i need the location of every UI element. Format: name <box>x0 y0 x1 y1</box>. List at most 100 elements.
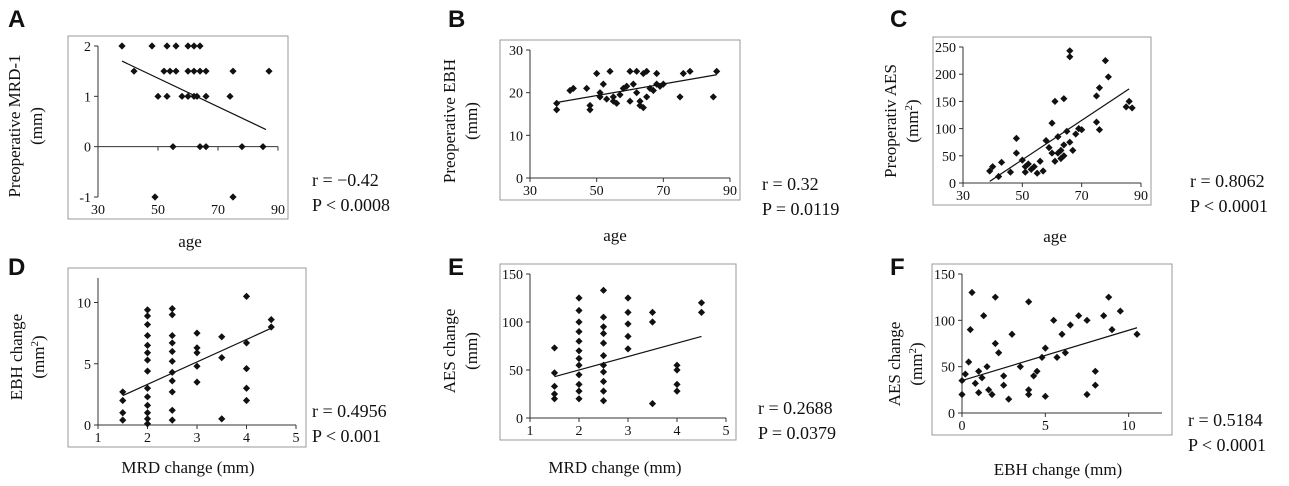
y-axis-label: AES change <box>440 309 459 394</box>
data-point <box>169 143 177 151</box>
panel-letter-d: D <box>8 254 25 281</box>
data-point <box>1108 326 1116 334</box>
data-point <box>190 67 198 75</box>
data-point <box>975 367 983 375</box>
data-point <box>995 349 1003 357</box>
data-point <box>143 384 152 392</box>
y-tick-label: 2 <box>84 40 91 55</box>
data-point <box>1100 312 1108 320</box>
data-point <box>1021 168 1029 176</box>
data-point <box>1133 330 1141 338</box>
y-axis-label: Preoperativ AES <box>881 64 900 178</box>
data-point <box>143 409 152 417</box>
data-point <box>995 172 1003 181</box>
y-tick-label: 0 <box>516 172 523 187</box>
p-value: P < 0.001 <box>312 426 381 446</box>
data-point <box>119 388 127 396</box>
data-point <box>218 333 226 341</box>
data-point <box>1101 57 1109 65</box>
data-point <box>624 345 632 353</box>
p-value: P < 0.0001 <box>1188 435 1266 455</box>
data-point <box>143 401 152 409</box>
data-point <box>686 67 694 75</box>
data-point <box>1036 157 1044 165</box>
data-point <box>143 331 152 340</box>
panel-f: F 0 50 100 150 0 5 10 EBH change (mm) AES change(… <box>885 254 1266 479</box>
data-point <box>575 347 583 355</box>
data-point <box>190 42 198 50</box>
data-point <box>679 69 687 78</box>
p-value: P < 0.0008 <box>312 195 390 215</box>
y-tick-label: 1 <box>84 90 91 105</box>
y-axis-unit: (mm2) <box>903 99 922 142</box>
data-point <box>988 390 996 399</box>
data-point <box>168 377 176 385</box>
data-point <box>196 143 204 151</box>
data-point <box>242 339 251 347</box>
data-point <box>649 86 657 95</box>
data-point <box>966 326 974 334</box>
y-tick-label: 150 <box>935 95 956 110</box>
data-point <box>218 354 226 362</box>
x-tick-label: 5 <box>1042 419 1049 434</box>
y-tick-label: 100 <box>502 316 523 331</box>
data-point <box>643 93 651 101</box>
data-point <box>599 397 608 405</box>
data-point <box>168 347 176 356</box>
y-tick-label: 200 <box>935 68 956 83</box>
r-value: r = −0.42 <box>312 170 379 190</box>
y-tick-label: 10 <box>77 297 91 312</box>
x-axis-label: age <box>178 232 202 251</box>
data-point <box>238 143 246 151</box>
y-axis-label: Preoperative MRD-1 <box>5 54 24 197</box>
data-point <box>172 42 180 50</box>
y-tick-label: 20 <box>509 87 523 102</box>
data-point <box>606 67 614 75</box>
x-tick-label: 70 <box>211 203 225 218</box>
data-point <box>168 331 176 340</box>
data-point <box>599 313 608 321</box>
data-point <box>1048 119 1056 127</box>
data-point <box>1061 349 1069 357</box>
y-tick-label: 0 <box>84 419 91 434</box>
data-point <box>1072 130 1080 138</box>
data-point <box>229 67 237 75</box>
x-tick-label: 3 <box>194 431 201 446</box>
y-axis-label-group: Preoperative EBH (mm) <box>440 59 481 183</box>
y-tick-label: 10 <box>509 129 523 144</box>
data-point <box>1000 372 1008 380</box>
y-axis-label: Preoperative EBH <box>440 59 459 183</box>
data-point <box>550 395 559 403</box>
data-point <box>1116 307 1124 315</box>
data-point <box>1016 363 1024 371</box>
data-point <box>143 312 152 320</box>
data-point <box>968 288 976 297</box>
x-tick-label: 70 <box>1075 189 1089 204</box>
data-point <box>961 370 969 378</box>
data-point <box>593 69 601 78</box>
y-tick-label: 50 <box>942 150 956 165</box>
p-value: P = 0.0379 <box>758 423 836 443</box>
data-point <box>168 406 176 414</box>
panel-c: C 0 50 100 150 200 250 30 50 70 90 age Preoperativ A… <box>881 6 1268 246</box>
x-tick-label: 0 <box>959 419 966 434</box>
plot-frame <box>931 263 1173 436</box>
data-point <box>713 67 721 75</box>
x-tick-label: 5 <box>723 424 730 439</box>
data-point <box>1075 312 1083 320</box>
data-point <box>1024 160 1032 168</box>
data-point <box>1054 149 1062 157</box>
x-tick-label: 3 <box>625 424 632 439</box>
data-point <box>1060 152 1068 160</box>
trend-line <box>989 88 1130 182</box>
y-axis-label-group: AES change (mm) <box>440 309 481 394</box>
x-tick-label: 5 <box>293 431 300 446</box>
data-point <box>624 320 632 328</box>
data-point <box>202 92 210 100</box>
r-value: r = 0.32 <box>762 174 819 194</box>
y-axis-unit: (mm) <box>27 107 46 145</box>
data-point <box>575 395 583 403</box>
data-point <box>168 416 176 424</box>
data-point <box>575 354 583 363</box>
y-axis-unit: (mm2) <box>907 342 926 385</box>
